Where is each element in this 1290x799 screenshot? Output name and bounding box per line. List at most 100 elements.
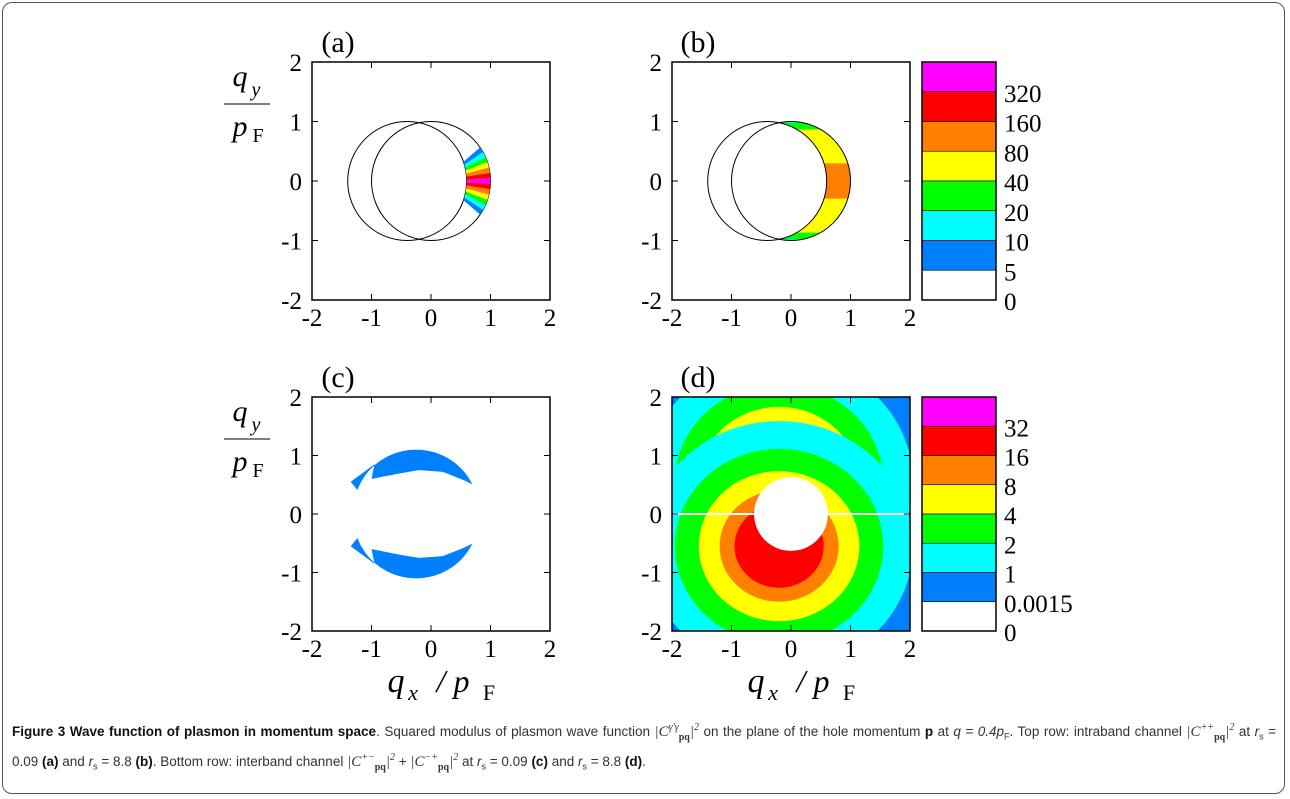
caption-q-sub: F — [1004, 731, 1010, 742]
colorbar-top-label: 20 — [1004, 200, 1029, 227]
ylabel-p: p — [231, 110, 248, 143]
y-tick-label: 0 — [290, 502, 303, 529]
xlabel-den: / p — [795, 663, 830, 699]
colorbar-bottom-label: 16 — [1004, 445, 1029, 472]
colorbar-top-label: 160 — [1004, 111, 1042, 138]
caption-text-5: at — [1234, 724, 1255, 739]
y-tick-label: 0 — [650, 169, 663, 196]
x-tick-label: 0 — [425, 305, 438, 332]
panel-b-plot — [707, 121, 851, 241]
panel-label: (b) — [681, 26, 716, 59]
colorbar-top-label: 320 — [1004, 81, 1042, 108]
colorbar-bottom-frame — [921, 396, 997, 632]
colorbar-bottom-label: 4 — [1004, 503, 1017, 530]
band-a — [466, 178, 491, 184]
panel-label: (d) — [681, 361, 716, 394]
caption-rs: r — [477, 754, 482, 769]
x-tick-label: 1 — [484, 305, 497, 332]
y-tick-label: 0 — [650, 502, 663, 529]
band-a — [466, 167, 490, 177]
caption-rs: r — [1254, 724, 1260, 739]
x-tick-label: 2 — [904, 636, 917, 663]
y-tick-label: 2 — [650, 50, 663, 77]
ylabel-sub: y — [250, 79, 261, 101]
band-a — [465, 188, 489, 200]
caption-val-a: = 0.09 — [12, 724, 1276, 769]
colorbar-swatch — [921, 542, 997, 573]
panel-a-plot — [347, 121, 491, 241]
x-tick-label: 2 — [544, 636, 557, 663]
colorbar-swatch — [921, 61, 997, 93]
y-tick-label: -2 — [281, 619, 302, 646]
caption-val-c: = 0.09 — [486, 754, 532, 769]
colorbar-swatch — [921, 150, 997, 182]
region-sector — [796, 129, 851, 233]
ylabel-q: q — [233, 395, 248, 428]
x-tick-label: 0 — [425, 636, 438, 663]
band-a — [465, 162, 489, 174]
colorbar-swatch — [921, 121, 997, 152]
ylabel-q: q — [233, 60, 248, 93]
colorbar-top-frame — [921, 61, 997, 301]
band-a — [466, 172, 491, 180]
band-a — [463, 147, 483, 165]
caption-text-4: . Top row: intraband channel — [1009, 724, 1187, 739]
caption-rs: r — [577, 754, 583, 769]
xlabel-q: q — [748, 663, 765, 700]
caption-and-1: and — [58, 754, 89, 769]
caption-text-6: . Bottom row: interband channel — [152, 754, 348, 769]
xlabel-den: / p — [435, 663, 470, 699]
colorbar-top-label: 80 — [1004, 140, 1029, 167]
colorbar-swatch — [921, 455, 997, 486]
caption-rs-sub: s — [582, 761, 587, 772]
caption-lab-b: (b) — [135, 754, 153, 769]
colorbar-top-label: 10 — [1004, 230, 1029, 257]
panel-label: (a) — [321, 26, 354, 59]
caption-text-3: at — [933, 724, 954, 739]
colorbar-bottom-label: 0 — [1004, 620, 1017, 647]
x-tick-label: 1 — [844, 636, 857, 663]
caption-p: p — [924, 724, 934, 739]
caption-rs-sub: s — [93, 761, 98, 772]
band-a — [465, 191, 488, 205]
panel-c-plot — [350, 449, 473, 579]
colorbar-top-label: 0 — [1004, 289, 1017, 316]
region-sector — [824, 163, 851, 199]
xlabel-q: q — [388, 663, 405, 700]
colorbar-swatch — [921, 210, 997, 241]
colorbar-top-label: 5 — [1004, 259, 1017, 286]
panel-frame — [311, 396, 551, 632]
x-tick-label: 2 — [544, 305, 557, 332]
x-tick-label: 1 — [844, 305, 857, 332]
x-tick-label: 0 — [785, 305, 798, 332]
caption-lab-c: (c) — [531, 754, 548, 769]
y-tick-label: 2 — [650, 385, 663, 412]
caption-text-1: . Squared modulus of plasmon wave functi… — [376, 724, 655, 739]
x-tick-label: -1 — [721, 636, 742, 663]
region-blue — [350, 449, 473, 490]
colorbar-bottom-label: 0.0015 — [1004, 591, 1073, 618]
caption-lab-d: (d) — [624, 754, 643, 769]
band-a — [464, 194, 486, 210]
figure-caption: Figure 3 Wave function of plasmon in mom… — [12, 718, 1276, 778]
panel-label: (c) — [321, 361, 354, 394]
colorbar-swatch — [921, 601, 997, 632]
xlabel-den-sub: F — [843, 680, 855, 705]
hole-center — [754, 477, 828, 551]
band-a — [464, 152, 486, 168]
caption-end: . — [642, 754, 646, 769]
y-tick-label: 1 — [290, 444, 303, 471]
x-tick-label: -2 — [302, 636, 323, 663]
region-blue — [350, 538, 473, 579]
figure-canvas: -2 -1 0 1 2 -2 -1 0 1 2 (a) -2 -1 0 1 2 -2 -1 0 1 2 (b) -2 -1 0 1… — [224, 26, 1073, 705]
colorbar-swatch — [921, 484, 997, 515]
caption-lab-a: (a) — [42, 754, 59, 769]
x-tick-label: -2 — [662, 305, 683, 332]
y-tick-label: 1 — [650, 110, 663, 137]
caption-rs-sub: s — [481, 761, 487, 772]
y-tick-label: 1 — [290, 110, 303, 137]
ylabel-sub-F: F — [252, 460, 263, 482]
colorbar-swatch — [921, 572, 997, 603]
y-tick-label: -1 — [281, 229, 302, 256]
